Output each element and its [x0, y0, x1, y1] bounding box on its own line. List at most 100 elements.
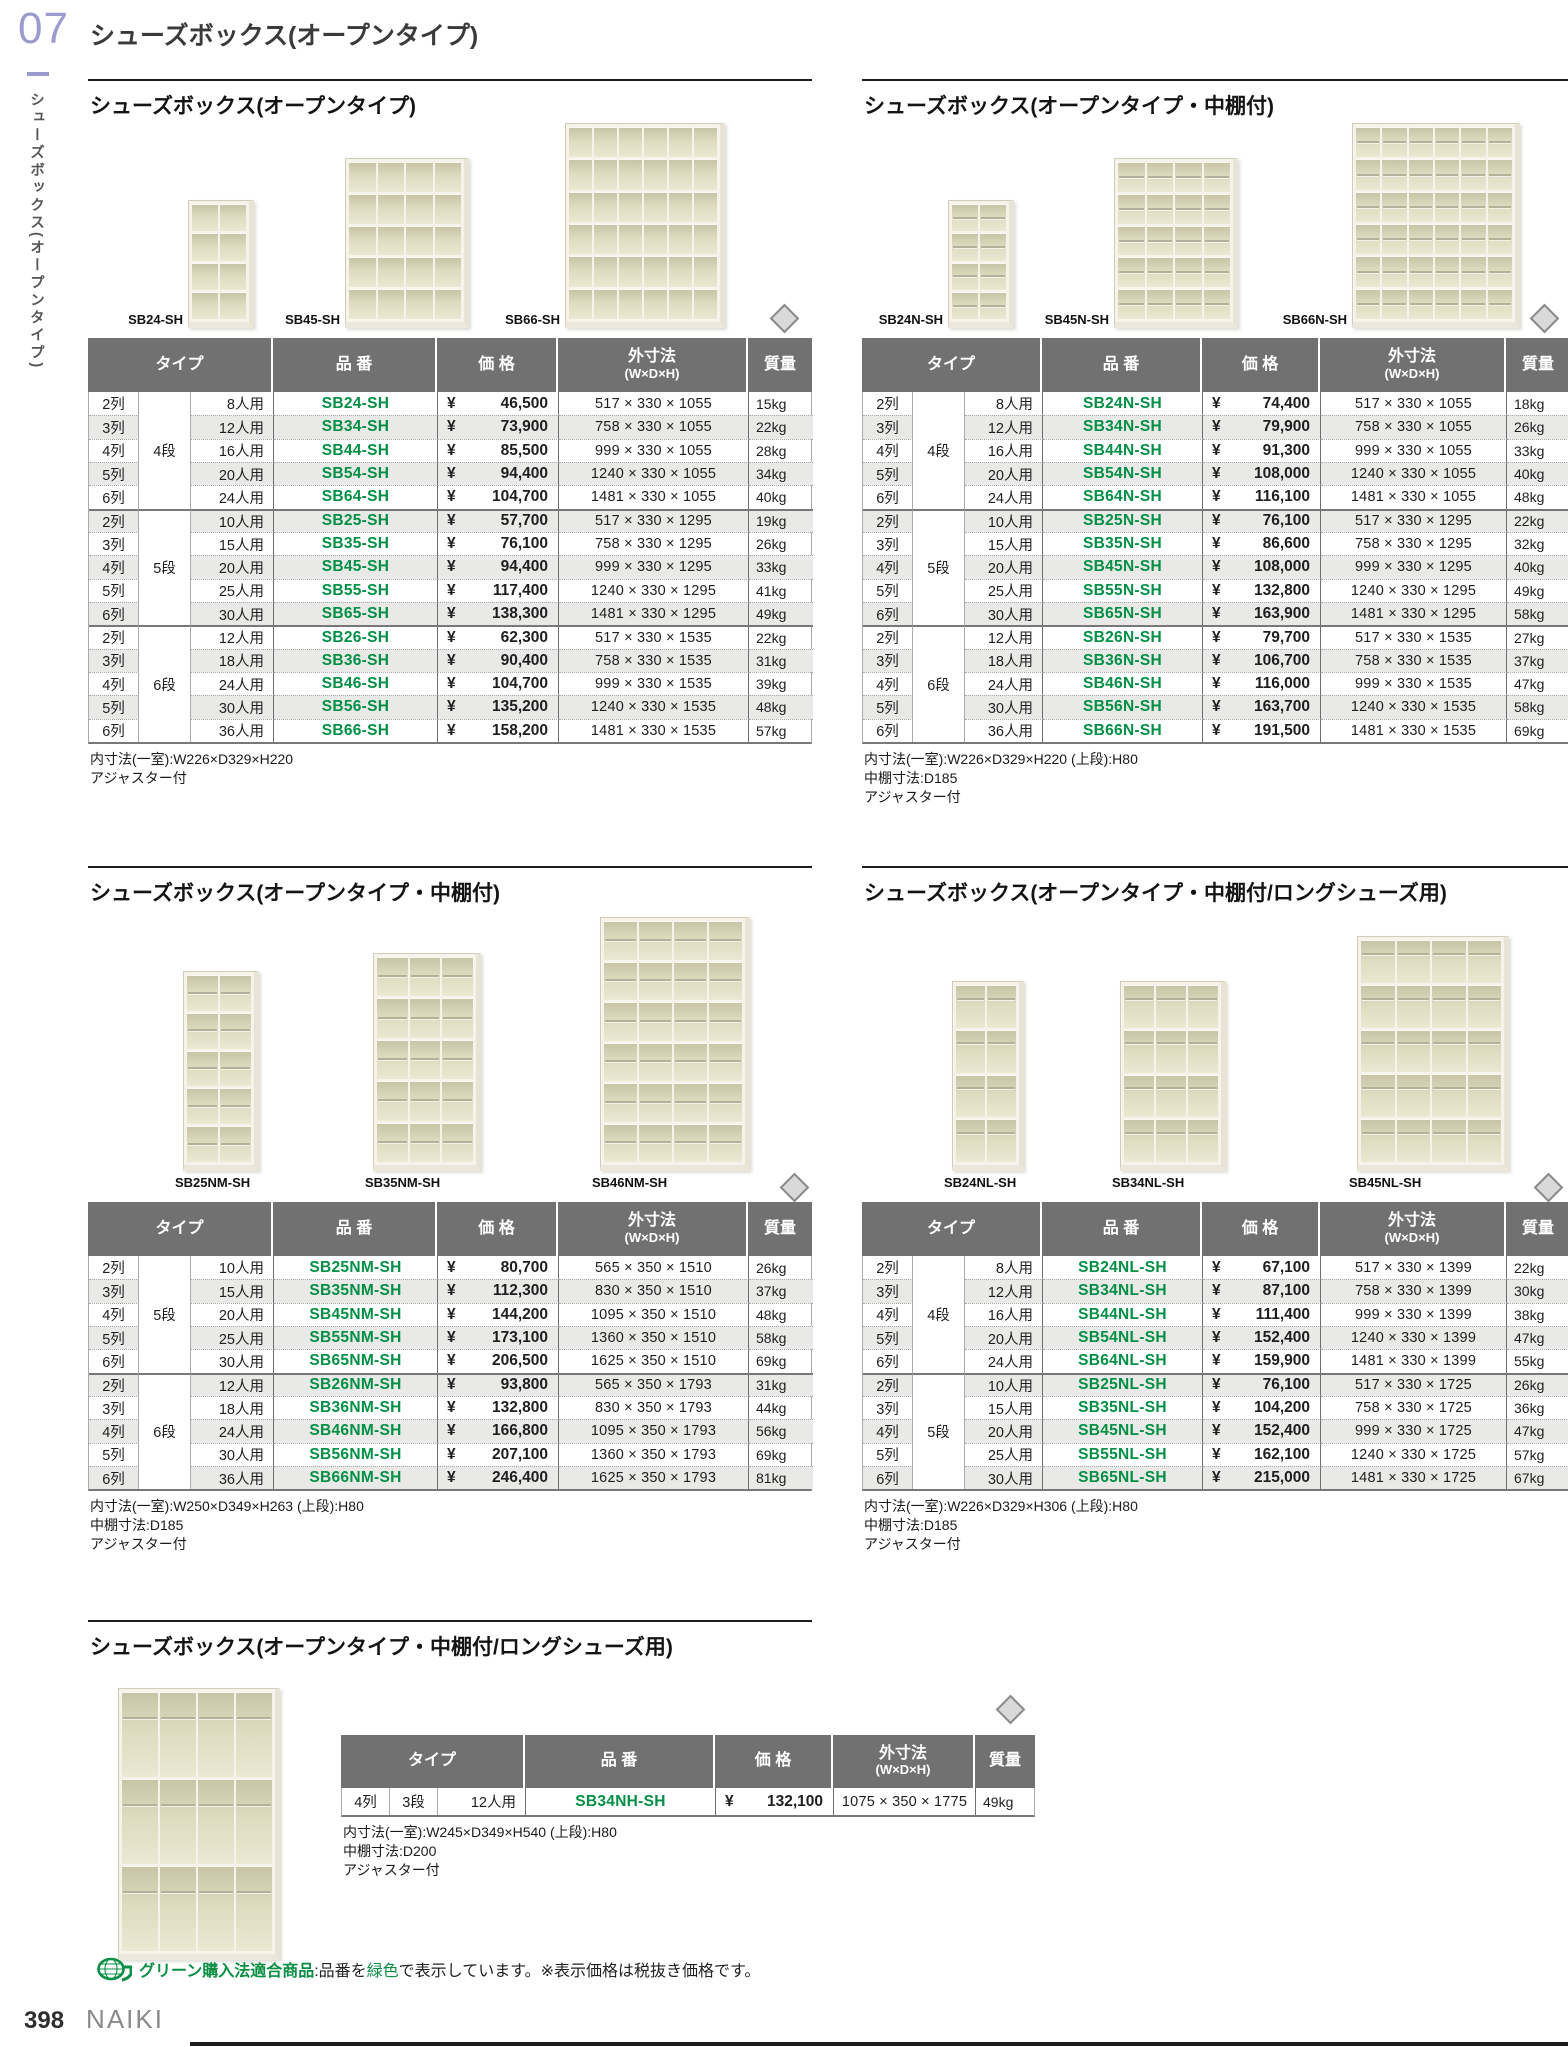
- cell-nin: 18人用: [965, 648, 1043, 672]
- product-image: [600, 917, 750, 1171]
- cell-retsu: 3列: [863, 415, 913, 439]
- cell-code: SB65NM-SH: [274, 1349, 438, 1373]
- cell-code: SB35NM-SH: [274, 1279, 438, 1303]
- page-footer: 398 NAIKI: [24, 2004, 164, 2035]
- cabinet-cell: [980, 291, 1006, 319]
- price-amount: 93,800: [500, 1376, 548, 1394]
- product-image-label: SB66N-SH: [1282, 312, 1347, 327]
- currency-symbol: ¥: [447, 1399, 456, 1417]
- cell-weight: 19kg: [749, 508, 813, 532]
- price-amount: 85,500: [500, 441, 548, 459]
- header-code: 品 番: [1042, 1202, 1202, 1256]
- cabinet-cell: [956, 1074, 985, 1118]
- cell-code: SB24N-SH: [1043, 392, 1203, 416]
- product-image-label: SB45-SH: [285, 312, 340, 327]
- cabinet-shelf: [675, 938, 706, 941]
- cabinet-cell: [644, 288, 667, 319]
- cell-retsu: 4列: [863, 1419, 913, 1443]
- cell-code: SB55N-SH: [1043, 578, 1203, 602]
- cabinet-cell: [1408, 191, 1433, 222]
- cabinet-shelf: [199, 1716, 233, 1719]
- cell-dims: 517 × 330 × 1295: [559, 508, 749, 532]
- cabinet-shelf: [1462, 205, 1485, 208]
- cabinet-cell: [1408, 127, 1433, 158]
- cell-weight: 41kg: [749, 578, 813, 602]
- diamond-icon: [1529, 303, 1560, 334]
- cell-dims: 1095 × 350 × 1793: [559, 1419, 749, 1443]
- cabinet-cell: [160, 1866, 196, 1951]
- header-dims: 外寸法 (W×D×H): [833, 1735, 975, 1788]
- cabinet-cell: [569, 256, 592, 287]
- cabinet-cell: [1408, 159, 1433, 190]
- cell-code: SB26N-SH: [1043, 625, 1203, 649]
- price-amount: 86,600: [1262, 535, 1310, 553]
- cabinet-cell: [1461, 288, 1486, 319]
- cabinet-shelf: [1157, 1087, 1185, 1090]
- cabinet-shelf: [1204, 271, 1229, 274]
- cell-weight: 48kg: [749, 695, 813, 719]
- cabinet-cell: [349, 193, 376, 224]
- cell-retsu: 6列: [89, 601, 139, 626]
- cell-nin: 30人用: [965, 601, 1043, 626]
- cabinet-shelf: [1488, 141, 1511, 144]
- product-image: [118, 1688, 280, 1960]
- cell-retsu: 4列: [863, 1302, 913, 1326]
- cell-code: SB56NM-SH: [274, 1442, 438, 1466]
- price-amount: 246,400: [491, 1469, 548, 1487]
- cabinet-cell: [1156, 985, 1186, 1028]
- cabinet-cell: [220, 204, 246, 232]
- currency-symbol: ¥: [447, 698, 456, 716]
- cell-dims: 758 × 330 × 1725: [1321, 1395, 1507, 1420]
- cell-code: SB54N-SH: [1043, 461, 1203, 486]
- cell-retsu: 2列: [89, 1372, 139, 1396]
- cabinet-shelf: [1362, 1087, 1394, 1090]
- cabinet-cell: [377, 1122, 408, 1162]
- cell-code: SB26NM-SH: [274, 1372, 438, 1396]
- cabinet-shelf: [161, 1890, 195, 1893]
- cabinet-cell: [1467, 1029, 1501, 1073]
- cell-retsu: 2列: [89, 1256, 139, 1280]
- cabinet-shelf: [1362, 1042, 1394, 1045]
- cell-dan: 5段: [139, 1256, 191, 1373]
- cabinet-shelf: [1488, 302, 1511, 305]
- price-amount: 206,500: [491, 1352, 548, 1370]
- cabinet-cell: [1124, 1119, 1154, 1162]
- cabinet-shelf: [410, 1099, 440, 1102]
- cell-weight: 58kg: [749, 1325, 813, 1350]
- cell-dims: 565 × 350 × 1793: [559, 1372, 749, 1396]
- price-amount: 108,000: [1253, 558, 1310, 576]
- product-table: タイプ品 番価 格外寸法 (W×D×H) 質量 2列 4段 8人用 SB24-SH ¥46,5…: [88, 338, 813, 744]
- cell-weight: 22kg: [1514, 1259, 1545, 1276]
- cabinet-shelf: [1157, 1131, 1185, 1134]
- price-amount: 135,200: [491, 698, 548, 716]
- cabinet-cell: [1467, 940, 1501, 983]
- cabinet-shelf: [221, 1029, 250, 1032]
- cabinet-cell: [1188, 985, 1218, 1028]
- cell-price: ¥57,700: [438, 508, 559, 532]
- cabinet-cell: [406, 193, 433, 224]
- cabinet-cell: [1188, 1029, 1218, 1073]
- cell-weight: 30kg: [1507, 1279, 1568, 1303]
- cabinet-shelf: [1125, 997, 1153, 1000]
- cell-dims: 1360 × 350 × 1510: [559, 1325, 749, 1350]
- cabinet-cell: [1118, 289, 1145, 319]
- cell-retsu: 3列: [863, 648, 913, 672]
- cell-weight: 81kg: [749, 1465, 813, 1490]
- currency-symbol: ¥: [1212, 581, 1221, 599]
- header-price: 価 格: [1202, 1202, 1320, 1256]
- section-title: シューズボックス(オープンタイプ・中棚付/ロングシューズ用): [864, 882, 1447, 905]
- cabinet-cell: [1435, 159, 1460, 190]
- cabinet-cell: [1124, 1029, 1154, 1073]
- cell-code: SB66N-SH: [1043, 718, 1203, 742]
- cabinet-cell: [409, 957, 441, 997]
- cell-dims: 1240 × 330 × 1399: [1321, 1325, 1507, 1350]
- currency-symbol: ¥: [725, 1792, 734, 1810]
- green-note-text: グリーン購入法適合商品:品番を緑色で表示しています。※表示価格は税抜き価格です。: [139, 1957, 760, 1981]
- currency-symbol: ¥: [447, 1282, 456, 1300]
- cell-price: ¥67,100: [1203, 1256, 1321, 1280]
- cell-dims: 1240 × 330 × 1055: [1321, 461, 1507, 486]
- table-body: 2列 4段 8人用 SB24N-SH ¥74,400 517 × 330 × 1055 18…: [862, 392, 1568, 744]
- header-type: タイプ: [88, 1202, 273, 1256]
- cabinet-shelf: [675, 1100, 706, 1103]
- diamond-icon: [1533, 1172, 1564, 1203]
